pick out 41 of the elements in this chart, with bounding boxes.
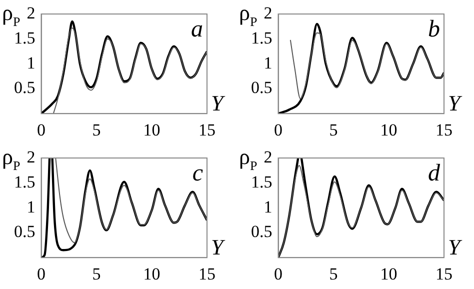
x-tick-label: 10	[380, 120, 398, 140]
y-tick-label: 1	[26, 197, 36, 216]
x-axis-title: Y	[211, 90, 226, 116]
y-tick-label: 1.5	[251, 172, 272, 192]
y-tick-label: 2	[26, 3, 36, 22]
x-tick-label: 15	[198, 120, 216, 140]
y-tick-label: 1	[264, 197, 272, 216]
x-tick-label: 10	[380, 264, 398, 284]
x-tick-label: 10	[143, 120, 160, 140]
y-tick-label: 1.5	[251, 28, 272, 48]
x-tick-label: 15	[436, 264, 452, 284]
x-tick-label: 0	[274, 120, 282, 140]
x-tick-label: 15	[198, 264, 216, 284]
x-axis-title: Y	[448, 90, 463, 116]
annotation: a	[191, 16, 203, 42]
y-tick-label: 1.5	[14, 172, 36, 192]
y-tick-label: 2	[264, 3, 272, 22]
y-tick-label: 2	[26, 147, 36, 166]
x-axis-title: Y	[211, 234, 226, 260]
annotation: d	[428, 160, 441, 186]
x-tick-label: 0	[37, 264, 46, 284]
y-tick-label: 2	[264, 147, 272, 166]
x-tick-label: 5	[329, 264, 338, 284]
x-tick-label: 0	[37, 120, 46, 140]
annotation: c	[192, 160, 204, 186]
x-tick-label: 15	[436, 120, 452, 140]
y-tick-label: 0.5	[14, 222, 36, 242]
x-tick-label: 0	[274, 264, 282, 284]
x-tick-label: 10	[143, 264, 160, 284]
x-tick-label: 5	[92, 120, 101, 140]
y-tick-label: 0.5	[251, 78, 272, 98]
x-tick-label: 5	[92, 264, 101, 284]
y-tick-label: 1.5	[14, 28, 36, 48]
line-series	[55, 158, 207, 244]
y-tick-label: 0.5	[14, 78, 36, 98]
x-tick-label: 5	[329, 120, 338, 140]
y-tick-label: 1	[264, 53, 272, 72]
annotation: b	[428, 16, 440, 42]
y-tick-label: 1	[26, 53, 36, 72]
y-tick-label: 0.5	[251, 222, 272, 242]
x-axis-title: Y	[448, 234, 463, 260]
